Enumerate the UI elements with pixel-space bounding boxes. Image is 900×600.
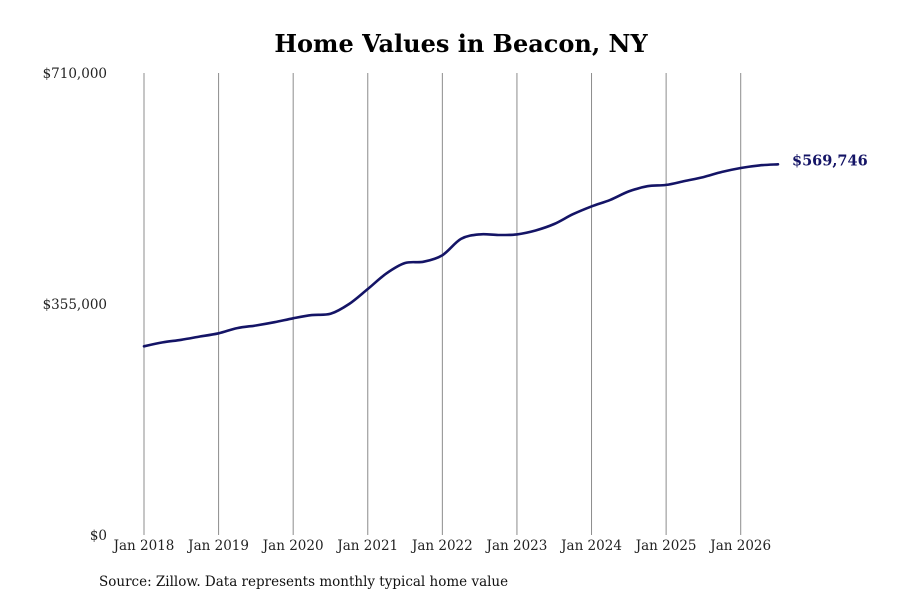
source-note: Source: Zillow. Data represents monthly …	[99, 574, 508, 590]
y-axis-ticks: $0 $355,000 $710,000	[43, 66, 107, 544]
home-value-line	[142, 163, 780, 348]
x-axis-ticks: Jan 2018 Jan 2019 Jan 2020 Jan 2021 Jan 2022…	[112, 538, 772, 554]
x-tick-label: Jan 2024	[559, 538, 622, 554]
x-tick-label: Jan 2018	[112, 538, 175, 554]
x-tick-label: Jan 2022	[410, 538, 473, 554]
x-tick-label: Jan 2026	[708, 538, 771, 554]
y-tick-label: $710,000	[43, 66, 107, 82]
x-tick-label: Jan 2020	[261, 538, 324, 554]
grid	[143, 73, 742, 535]
x-tick-label: Jan 2023	[485, 538, 548, 554]
x-tick-label: Jan 2019	[186, 538, 249, 554]
x-tick-label: Jan 2021	[335, 538, 398, 554]
y-tick-label: $0	[90, 528, 107, 544]
end-value-label: $569,746	[792, 152, 868, 169]
x-tick-label: Jan 2025	[634, 538, 697, 554]
y-tick-label: $355,000	[43, 297, 107, 313]
chart-title: Home Values in Beacon, NY	[274, 29, 648, 58]
